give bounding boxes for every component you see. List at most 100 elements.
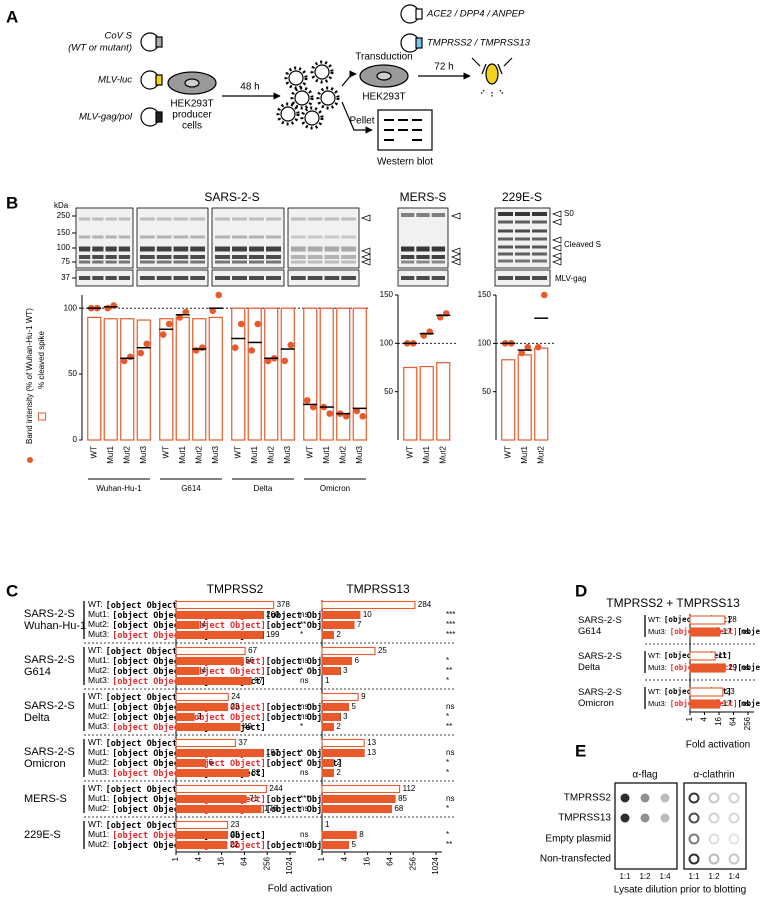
- band: [532, 212, 547, 216]
- band: [140, 276, 155, 280]
- band: [431, 276, 445, 280]
- band: [92, 260, 104, 264]
- band: [341, 255, 356, 259]
- band: [173, 217, 189, 221]
- bar: [231, 307, 246, 441]
- bar: [321, 804, 392, 814]
- bar: [321, 794, 396, 804]
- band: [215, 235, 230, 239]
- significance: ns: [446, 702, 454, 711]
- replicate-dot: [215, 291, 223, 299]
- x-axis-label: Lysate dilution prior to blotting: [614, 885, 747, 896]
- dilution-label: 1:1: [688, 872, 700, 881]
- category-label: Mut2: [194, 445, 203, 463]
- significance: ***: [446, 610, 455, 619]
- bar: [175, 758, 207, 768]
- row-label: WT:[object Object]: [88, 737, 182, 748]
- y-tick-label: 50: [482, 387, 491, 396]
- unit-label: kDa: [54, 201, 69, 210]
- category-label: Mut2: [122, 445, 131, 463]
- significance: **: [446, 666, 452, 675]
- band: [266, 260, 281, 264]
- group-label: MERS-S: [24, 793, 67, 805]
- band: [118, 235, 130, 239]
- significance: *: [446, 830, 449, 839]
- x-tick-label: 256: [408, 856, 417, 870]
- sequence: [object Object]: [112, 768, 189, 779]
- sequence: [object Object]: [112, 830, 189, 841]
- significance: *: [300, 666, 303, 675]
- band-arrow: [451, 247, 461, 255]
- bar: [87, 316, 102, 441]
- value-label: 97: [254, 676, 263, 685]
- replicate-dot: [287, 341, 295, 349]
- band: [249, 255, 264, 259]
- replicate-dot: [159, 331, 167, 338]
- significance: *: [300, 630, 303, 639]
- category-label: Mut3: [211, 445, 220, 463]
- band: [515, 245, 530, 249]
- x-tick-label: 1024: [431, 856, 440, 874]
- row-id: Mut3:: [88, 629, 109, 639]
- cell-label: HEK293T: [362, 92, 405, 103]
- band: [215, 246, 230, 252]
- bar: [321, 666, 341, 676]
- category-label: Mut1: [250, 445, 259, 463]
- sequence: [object Object]: [106, 692, 183, 703]
- marker-label: 75: [61, 257, 70, 266]
- band: [173, 276, 189, 280]
- band: [515, 212, 530, 216]
- bar: [689, 687, 724, 697]
- x-tick-label: 16: [217, 856, 226, 865]
- band: [156, 217, 172, 221]
- bar: [321, 646, 376, 656]
- significance: ns: [300, 840, 308, 849]
- band: [416, 255, 430, 259]
- band: [401, 276, 415, 280]
- sequence: [object Object]: [112, 722, 189, 733]
- band: [324, 276, 340, 280]
- replicate-dot: [524, 343, 532, 351]
- band: [341, 235, 356, 239]
- band: [307, 260, 323, 264]
- antibody-label: α-flag: [632, 770, 657, 781]
- plasmid-label: TMPRSS2 / TMPRSS13: [427, 38, 531, 49]
- bar: [352, 307, 367, 441]
- significance: **: [446, 722, 452, 731]
- bar: [689, 627, 721, 637]
- band: [291, 217, 306, 221]
- bar: [175, 666, 200, 676]
- band-label: MLV-gag: [555, 274, 586, 283]
- band: [498, 252, 513, 256]
- replicate-dot: [540, 291, 548, 299]
- step-label: Transduction: [355, 52, 412, 63]
- blot-title: SARS-2-S: [204, 190, 259, 204]
- replicate-dot: [281, 357, 289, 365]
- bar: [136, 319, 151, 441]
- value-label: 2: [336, 768, 341, 777]
- step-label: Pellet: [349, 116, 374, 127]
- group-label: SARS-2-S: [578, 615, 622, 626]
- band: [173, 235, 189, 239]
- significance: ns: [300, 830, 308, 839]
- bar: [321, 692, 359, 702]
- band: [307, 246, 323, 252]
- band: [118, 255, 130, 259]
- bar: [321, 702, 350, 712]
- bar: [689, 651, 716, 661]
- band: [92, 217, 104, 221]
- group-label: SARS-2-S: [24, 746, 75, 758]
- y-tick-label: 100: [478, 338, 492, 347]
- band: [190, 217, 205, 221]
- band: [498, 245, 513, 249]
- group-label: 229E-S: [24, 829, 61, 841]
- blot-dot: [728, 833, 740, 845]
- band: [324, 260, 340, 264]
- category-label: Mut3: [355, 445, 364, 463]
- value-label: 49: [243, 722, 252, 731]
- replicate-dot: [326, 410, 334, 417]
- bar: [321, 656, 353, 666]
- row-label: WT:[object Object]: [88, 819, 182, 830]
- sequence: [object Object]: [112, 748, 189, 759]
- sequence: [object Object]: [266, 666, 343, 677]
